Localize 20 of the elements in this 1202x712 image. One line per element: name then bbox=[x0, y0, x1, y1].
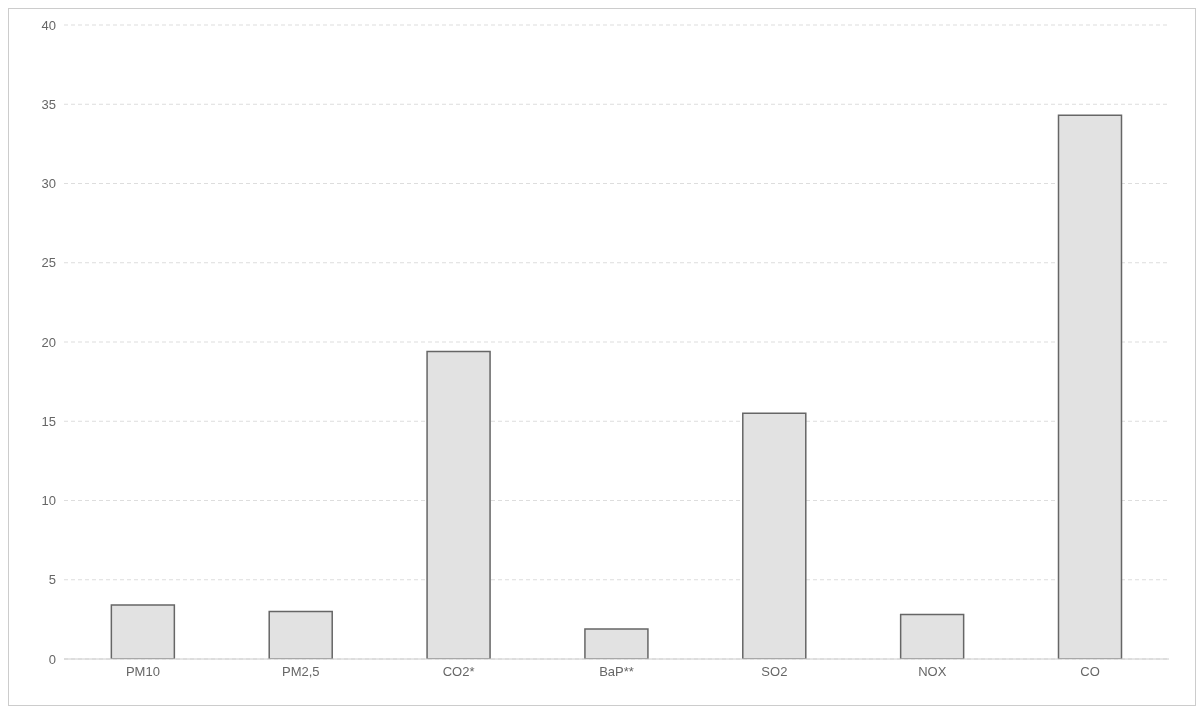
y-tick-label: 40 bbox=[41, 17, 56, 33]
y-tick-label: 5 bbox=[48, 572, 56, 588]
x-tick-label: BaP** bbox=[599, 664, 634, 680]
bar bbox=[268, 610, 333, 659]
x-tick-label: CO2* bbox=[442, 664, 475, 680]
x-tick-label: SO2 bbox=[761, 664, 788, 680]
y-tick-label: 15 bbox=[41, 413, 56, 429]
bar bbox=[110, 604, 176, 659]
y-tick-label: 35 bbox=[41, 96, 56, 112]
x-tick-label: NOX bbox=[918, 664, 947, 680]
y-tick-label: 30 bbox=[41, 176, 56, 192]
bar bbox=[584, 628, 649, 659]
y-tick-label: 0 bbox=[48, 651, 56, 667]
bar bbox=[899, 613, 965, 659]
x-tick-label: PM2,5 bbox=[282, 664, 320, 680]
y-tick-label: 25 bbox=[41, 255, 56, 271]
x-tick-label: CO bbox=[1080, 664, 1100, 680]
y-tick-label: 10 bbox=[41, 493, 56, 509]
x-tick-label: PM10 bbox=[125, 664, 160, 680]
y-tick-label: 20 bbox=[41, 334, 56, 350]
